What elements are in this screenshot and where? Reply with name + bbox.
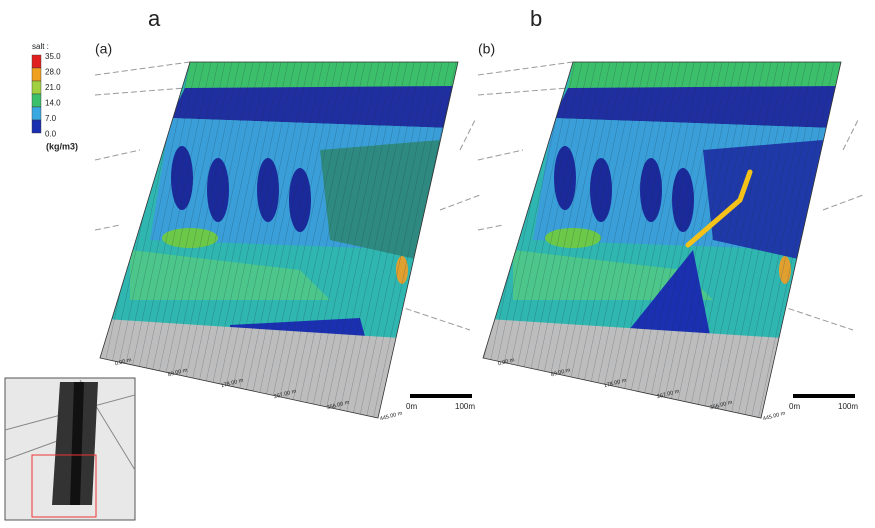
panel-tag: (a) bbox=[95, 41, 112, 57]
legend-tick: 28.0 bbox=[45, 68, 61, 77]
distance-label: 445.00 m bbox=[379, 410, 403, 422]
map-line bbox=[94, 87, 186, 96]
map-panel: (b) 0.00 m 89.00 m 178.00 m 267.00 m 356.00 m… bbox=[477, 41, 864, 422]
legend-swatch bbox=[31, 67, 42, 82]
distance-label: 89.00 m bbox=[550, 367, 571, 378]
distance-label: 178.00 m bbox=[603, 377, 627, 389]
map-line bbox=[477, 87, 569, 96]
scale-label: 100m bbox=[455, 402, 475, 411]
map-line bbox=[459, 119, 476, 151]
grid-stripes bbox=[100, 62, 458, 418]
legend-tick: 35.0 bbox=[45, 52, 61, 61]
legend-unit: (kg/m3) bbox=[46, 141, 78, 151]
panel-tag: (b) bbox=[478, 41, 495, 57]
panel-letter: a bbox=[148, 6, 161, 31]
legend-swatch bbox=[31, 93, 42, 108]
distance-label: 0.00 m bbox=[114, 357, 132, 367]
scale-label: 100m bbox=[838, 402, 858, 411]
map-line bbox=[379, 299, 471, 331]
contour-area bbox=[483, 62, 841, 418]
distance-label: 356.00 m bbox=[326, 399, 350, 411]
map-line bbox=[94, 61, 191, 76]
panel-outline bbox=[482, 61, 842, 419]
distance-label: 0.00 m bbox=[497, 357, 515, 367]
scale-label: 0m bbox=[406, 402, 417, 411]
legend-swatch bbox=[31, 106, 42, 121]
distance-label: 356.00 m bbox=[709, 399, 733, 411]
map-panel: (a) 0.00 m 89.00 m 178.00 m 267.00 m 356.00 m… bbox=[94, 41, 481, 422]
map-line bbox=[762, 299, 854, 331]
distance-label: 267.00 m bbox=[656, 388, 680, 400]
map-line bbox=[94, 224, 121, 231]
inset-map bbox=[4, 377, 136, 521]
panel-letter: b bbox=[530, 6, 542, 31]
contour-area bbox=[100, 62, 458, 418]
map-line bbox=[477, 61, 574, 76]
legend-tick: 0.0 bbox=[45, 130, 57, 139]
distance-label: 178.00 m bbox=[220, 377, 244, 389]
scale-label: 0m bbox=[789, 402, 800, 411]
legend-swatch bbox=[31, 54, 42, 69]
map-line bbox=[94, 149, 141, 161]
grid-stripes bbox=[483, 62, 841, 418]
map-line bbox=[822, 194, 864, 211]
legend-tick: 7.0 bbox=[45, 114, 57, 123]
distance-label: 89.00 m bbox=[167, 367, 188, 378]
legend: salt : (kg/m3) 35.0 28.0 21.0 14.0 7.0 0.0 bbox=[31, 42, 78, 151]
legend-title: salt : bbox=[32, 42, 49, 51]
distance-label: 445.00 m bbox=[762, 410, 786, 422]
transect-line bbox=[685, 169, 753, 248]
legend-tick: 21.0 bbox=[45, 83, 61, 92]
map-line bbox=[477, 224, 504, 231]
map-line bbox=[842, 119, 859, 151]
legend-swatch bbox=[31, 119, 42, 134]
map-line bbox=[477, 149, 524, 161]
legend-tick: 14.0 bbox=[45, 99, 61, 108]
legend-swatch bbox=[31, 80, 42, 95]
panel-outline bbox=[99, 61, 459, 419]
distance-label: 267.00 m bbox=[273, 388, 297, 400]
map-line bbox=[439, 194, 481, 211]
